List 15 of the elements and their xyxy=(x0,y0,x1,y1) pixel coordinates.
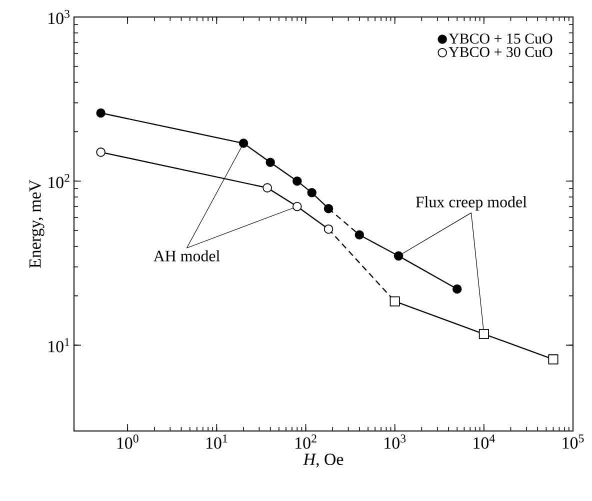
y-tick-label: 10$^{1}$ xyxy=(48,338,70,352)
annotation: Flux creep model xyxy=(416,196,527,211)
x-tick-label: 10$^{0}$ xyxy=(117,434,138,449)
x-tick-label: 10$^{1}$ xyxy=(206,434,228,449)
x-tick-label: 10$^{5}$ xyxy=(562,434,584,449)
x-axis-title: H, Oe xyxy=(303,454,344,468)
x-tick-label: 10$^{2}$ xyxy=(296,434,316,449)
y-axis-title: Energy, meV xyxy=(30,180,44,268)
legend-label: YBCO + 15 CuO xyxy=(448,34,552,44)
y-tick-label: 10$^{3}$ xyxy=(48,10,70,24)
y-tick-label: 10$^{2}$ xyxy=(48,174,70,188)
x-tick-label: 10$^{3}$ xyxy=(384,434,406,449)
annotation: AH model xyxy=(154,250,220,262)
legend-label: YBCO + 30 CuO xyxy=(448,46,552,58)
x-tick-label: 10$^{4}$ xyxy=(474,434,495,449)
